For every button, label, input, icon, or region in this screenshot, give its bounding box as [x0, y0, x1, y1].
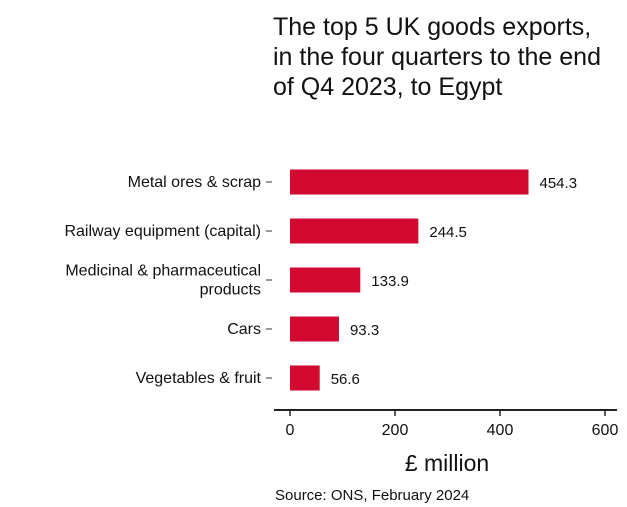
- value-label: 244.5: [429, 224, 467, 241]
- chart-title: The top 5 UK goods exports, in the four …: [273, 13, 601, 101]
- bar: [290, 218, 419, 244]
- value-labels: 454.3 244.5 133.9 93.3 56.6: [331, 175, 577, 388]
- bar: [290, 267, 361, 293]
- value-label: 56.6: [331, 371, 360, 388]
- source-note: Source: ONS, February 2024: [275, 487, 470, 504]
- x-tick-label: 0: [286, 422, 295, 439]
- value-label: 93.3: [350, 322, 379, 339]
- x-axis: 0 200 400 600: [266, 181, 619, 439]
- bars-layer: [290, 169, 529, 391]
- x-tick-label: 600: [592, 422, 619, 439]
- x-tick-label: 400: [487, 422, 514, 439]
- value-label: 133.9: [371, 273, 409, 290]
- category-label: Metal ores & scrap: [128, 174, 261, 191]
- value-label: 454.3: [540, 175, 578, 192]
- x-axis-label: £ million: [405, 450, 489, 476]
- category-label: Vegetables & fruit: [136, 370, 262, 387]
- category-label: Medicinal & pharmaceutical products: [65, 263, 261, 299]
- category-label: Railway equipment (capital): [64, 223, 261, 240]
- bar: [290, 365, 320, 391]
- bar: [290, 316, 339, 342]
- category-label: Cars: [227, 321, 261, 338]
- bar: [290, 169, 529, 195]
- category-labels: Metal ores & scrap Railway equipment (cap…: [64, 174, 261, 387]
- x-tick-label: 200: [382, 422, 409, 439]
